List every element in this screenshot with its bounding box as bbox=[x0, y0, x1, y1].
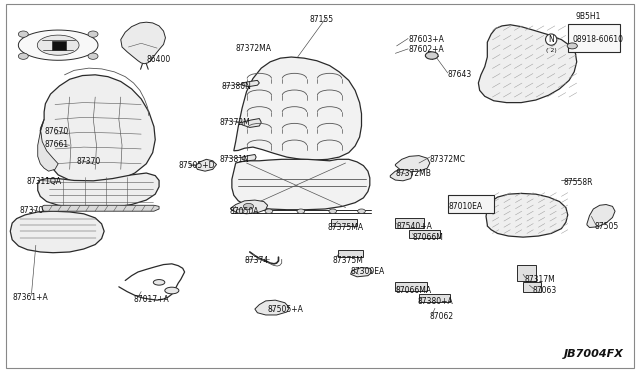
Bar bbox=[396, 282, 428, 291]
Ellipse shape bbox=[154, 280, 165, 285]
Text: 87505+D: 87505+D bbox=[178, 161, 215, 170]
Text: 87066MA: 87066MA bbox=[396, 286, 431, 295]
Polygon shape bbox=[195, 159, 216, 171]
Text: 87603+A: 87603+A bbox=[408, 35, 444, 44]
Text: 87661: 87661 bbox=[44, 140, 68, 149]
Circle shape bbox=[329, 209, 337, 214]
Polygon shape bbox=[587, 205, 615, 228]
Text: 87066M: 87066M bbox=[413, 232, 444, 242]
Text: 87370: 87370 bbox=[20, 206, 44, 215]
Bar bbox=[419, 294, 450, 302]
Text: 87317M: 87317M bbox=[524, 275, 555, 284]
Text: 87602+A: 87602+A bbox=[408, 45, 444, 54]
Ellipse shape bbox=[19, 31, 28, 37]
Polygon shape bbox=[351, 267, 372, 277]
Polygon shape bbox=[390, 169, 413, 181]
Text: 87300EA: 87300EA bbox=[351, 267, 385, 276]
Text: 87010EA: 87010EA bbox=[449, 202, 483, 211]
Text: 87361+A: 87361+A bbox=[12, 293, 48, 302]
Bar bbox=[410, 230, 440, 238]
Text: 87375M: 87375M bbox=[333, 256, 364, 264]
Polygon shape bbox=[37, 35, 79, 55]
Text: 87380N: 87380N bbox=[221, 82, 251, 91]
Text: 87372MB: 87372MB bbox=[396, 169, 431, 177]
Bar bbox=[523, 282, 541, 292]
Bar bbox=[516, 265, 536, 280]
Polygon shape bbox=[40, 75, 156, 185]
Ellipse shape bbox=[165, 287, 179, 294]
Circle shape bbox=[265, 209, 273, 214]
Text: 9B5H1: 9B5H1 bbox=[575, 12, 601, 21]
Text: 08918-60610: 08918-60610 bbox=[572, 35, 623, 44]
Circle shape bbox=[236, 209, 244, 214]
Text: 87050A: 87050A bbox=[229, 207, 259, 216]
Text: 87381N: 87381N bbox=[219, 155, 249, 164]
Polygon shape bbox=[234, 57, 362, 160]
Text: 87372M: 87372M bbox=[219, 118, 250, 127]
Polygon shape bbox=[242, 154, 256, 161]
Text: 87372MA: 87372MA bbox=[236, 44, 272, 52]
Circle shape bbox=[426, 52, 438, 59]
Text: 87372MC: 87372MC bbox=[430, 155, 466, 164]
Polygon shape bbox=[478, 25, 577, 103]
Bar bbox=[52, 41, 67, 49]
Ellipse shape bbox=[88, 31, 98, 37]
Polygon shape bbox=[230, 200, 268, 214]
Polygon shape bbox=[232, 159, 370, 210]
Polygon shape bbox=[332, 219, 357, 226]
Polygon shape bbox=[10, 211, 104, 253]
Bar bbox=[396, 218, 424, 228]
Polygon shape bbox=[42, 205, 159, 211]
Text: JB7004FX: JB7004FX bbox=[563, 349, 623, 359]
Bar bbox=[448, 195, 493, 213]
Polygon shape bbox=[486, 193, 568, 237]
Text: 86400: 86400 bbox=[147, 55, 170, 64]
Ellipse shape bbox=[88, 53, 98, 60]
Text: 87380+A: 87380+A bbox=[417, 297, 453, 306]
Text: N: N bbox=[548, 35, 554, 44]
Polygon shape bbox=[121, 22, 166, 64]
Text: 87311QA: 87311QA bbox=[26, 177, 61, 186]
Text: 87017+A: 87017+A bbox=[134, 295, 169, 304]
Text: 87155: 87155 bbox=[309, 15, 333, 24]
Polygon shape bbox=[242, 80, 259, 87]
Text: ( 2): ( 2) bbox=[546, 48, 557, 53]
Circle shape bbox=[243, 203, 253, 209]
Circle shape bbox=[297, 209, 305, 214]
Polygon shape bbox=[19, 30, 98, 60]
Circle shape bbox=[567, 43, 577, 49]
Polygon shape bbox=[338, 250, 364, 257]
Bar bbox=[568, 24, 620, 52]
Text: 87062: 87062 bbox=[430, 312, 454, 321]
Text: 87063: 87063 bbox=[532, 286, 556, 295]
Text: 87370: 87370 bbox=[76, 157, 100, 166]
Text: 87505: 87505 bbox=[595, 221, 619, 231]
Polygon shape bbox=[242, 119, 261, 128]
Text: 87670: 87670 bbox=[44, 126, 68, 136]
Text: 87643: 87643 bbox=[448, 70, 472, 79]
Polygon shape bbox=[255, 300, 289, 315]
Text: 87540+A: 87540+A bbox=[397, 222, 433, 231]
Circle shape bbox=[358, 209, 365, 214]
Polygon shape bbox=[396, 155, 430, 172]
Text: 87558R: 87558R bbox=[564, 178, 593, 187]
Polygon shape bbox=[38, 173, 159, 208]
Polygon shape bbox=[38, 119, 58, 171]
Ellipse shape bbox=[19, 53, 28, 60]
Text: 87374: 87374 bbox=[244, 256, 269, 265]
Text: 87375MA: 87375MA bbox=[328, 223, 364, 232]
Text: 87505+A: 87505+A bbox=[268, 305, 303, 314]
